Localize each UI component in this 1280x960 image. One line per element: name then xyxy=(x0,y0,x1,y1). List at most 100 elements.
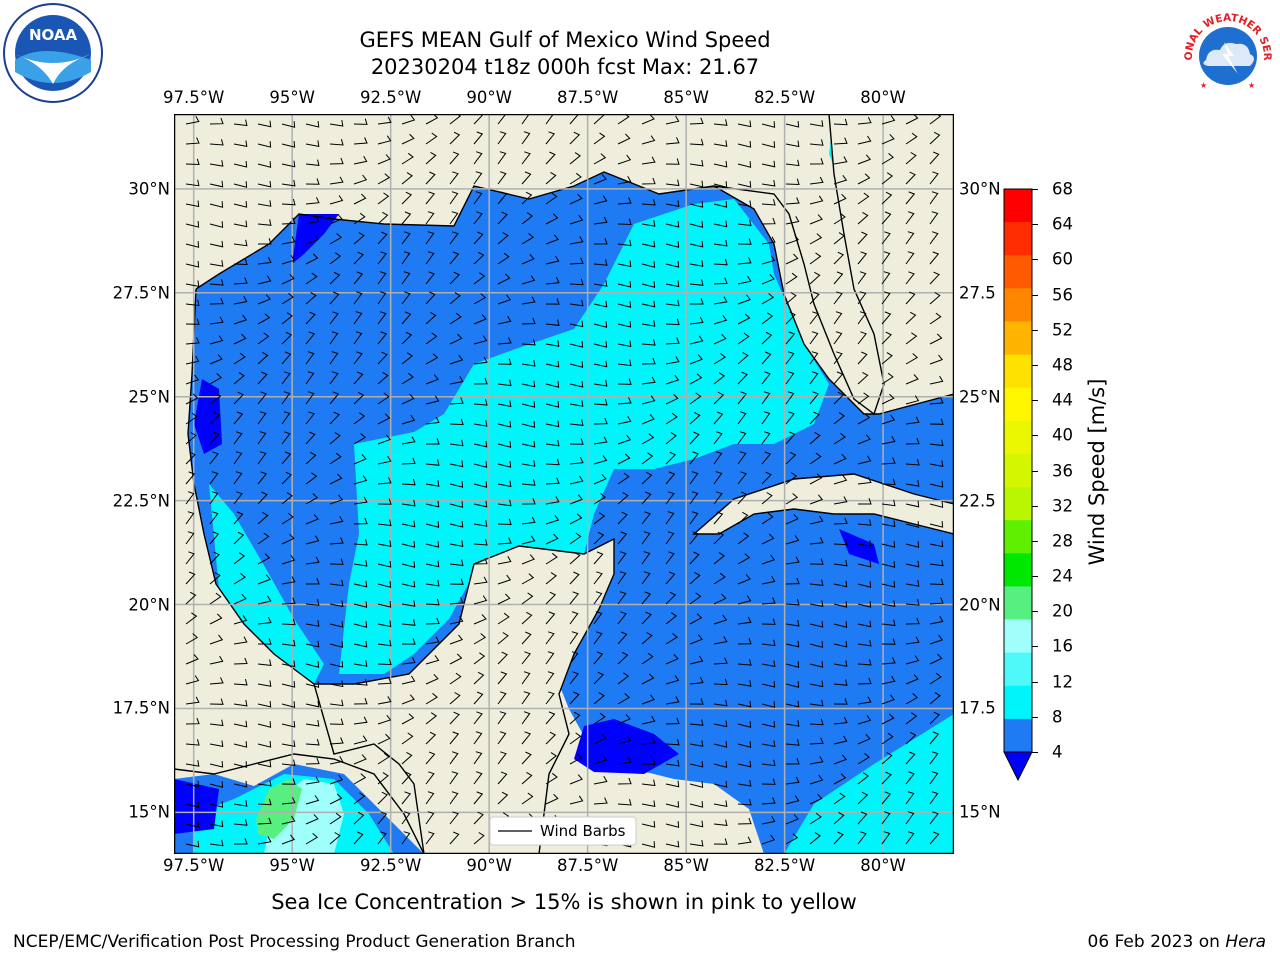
colorbar xyxy=(1003,188,1033,782)
wind-barb xyxy=(425,579,440,587)
wind-barb xyxy=(665,759,680,767)
wind-barb xyxy=(617,799,632,806)
wind-barb xyxy=(785,216,800,225)
wind-barb xyxy=(881,133,895,145)
wind-barb xyxy=(569,419,584,426)
wind-barb xyxy=(545,752,557,765)
wind-barb xyxy=(305,351,315,365)
colorbar-cell xyxy=(1004,420,1032,455)
wind-barb xyxy=(473,771,483,785)
wind-barb xyxy=(401,191,413,205)
wind-barb xyxy=(497,151,507,165)
wind-barb xyxy=(737,238,752,245)
wind-barb xyxy=(425,251,435,265)
wind-barb xyxy=(257,256,272,265)
wind-barb xyxy=(473,131,484,145)
wind-barb xyxy=(377,413,391,425)
colorbar-cell xyxy=(1004,288,1032,322)
wind-barb xyxy=(833,311,843,325)
wind-barbs xyxy=(185,114,944,848)
wind-barb xyxy=(929,771,939,785)
wind-barb xyxy=(593,776,608,785)
lon-tick-top: 87.5°W xyxy=(556,88,619,107)
wind-barb xyxy=(809,641,824,648)
wind-barb xyxy=(497,691,507,705)
colorbar-tick: 48 xyxy=(1052,355,1073,375)
wind-barb xyxy=(689,839,704,847)
colorbar-tick: 68 xyxy=(1052,179,1073,199)
wind-barb xyxy=(473,576,488,585)
colorbar-tick-mark xyxy=(1032,646,1038,648)
wind-barb xyxy=(473,711,483,725)
wind-barb xyxy=(689,740,704,747)
wind-barb xyxy=(425,771,435,785)
wind-barb xyxy=(929,711,940,725)
wind-barb xyxy=(857,620,872,628)
wind-barb xyxy=(233,800,248,807)
wind-barb xyxy=(617,340,632,348)
wind-barb xyxy=(857,476,872,485)
wind-barb xyxy=(329,755,344,765)
wind-barb xyxy=(785,292,797,305)
wind-barb xyxy=(281,255,296,265)
wind-barb xyxy=(785,598,800,606)
colorbar-tick: 32 xyxy=(1052,496,1073,516)
wind-barb xyxy=(833,331,843,345)
wind-barb xyxy=(665,653,679,665)
wind-barb xyxy=(857,135,872,145)
wind-barb xyxy=(401,656,416,665)
wind-barb xyxy=(209,117,224,125)
wind-barb xyxy=(425,132,438,145)
wind-barb xyxy=(281,797,296,805)
wind-barb xyxy=(809,494,824,505)
wind-barb xyxy=(785,371,795,385)
wind-barb xyxy=(353,698,368,705)
wind-barb xyxy=(833,679,848,686)
wind-barb xyxy=(665,633,678,645)
wind-barb xyxy=(401,436,416,445)
wind-barb xyxy=(761,371,771,385)
wind-barb xyxy=(257,798,272,806)
wind-barb xyxy=(233,741,248,748)
wind-barb xyxy=(449,131,461,145)
wind-barb xyxy=(809,832,821,845)
wind-barb xyxy=(233,201,248,208)
wind-barb xyxy=(665,280,680,288)
wind-barb xyxy=(713,451,723,465)
wind-barb xyxy=(905,599,920,606)
wind-barb xyxy=(569,215,584,225)
wind-barb xyxy=(377,620,392,628)
colorbar-cell xyxy=(1004,586,1032,621)
wind-barb xyxy=(713,411,724,425)
wind-barb xyxy=(665,179,680,187)
wind-barb xyxy=(737,595,752,605)
wind-barb xyxy=(521,114,530,125)
wind-barb xyxy=(497,771,508,785)
wind-barb xyxy=(737,120,752,128)
wind-barb xyxy=(713,160,728,168)
wind-barb xyxy=(665,591,677,605)
wind-barb xyxy=(305,371,315,385)
wind-barb xyxy=(929,597,944,605)
wind-barb xyxy=(857,271,867,285)
wind-barb xyxy=(401,172,413,185)
wind-barb xyxy=(473,335,488,345)
wind-barb xyxy=(281,411,291,425)
wind-barb xyxy=(185,374,200,385)
wind-barb xyxy=(353,601,368,608)
wind-barb xyxy=(809,537,824,545)
wind-barb xyxy=(329,774,344,785)
wind-barb xyxy=(209,297,224,305)
wind-barb xyxy=(521,191,533,205)
svg-text:★: ★ xyxy=(1248,81,1255,90)
wind-barb xyxy=(809,331,819,345)
wind-barb xyxy=(809,252,822,265)
wind-barb xyxy=(473,671,485,685)
wind-barb xyxy=(209,180,224,188)
wind-barb xyxy=(929,578,944,586)
wind-barb xyxy=(761,141,776,148)
wind-barb xyxy=(737,313,751,325)
wind-barb xyxy=(521,275,536,285)
wind-barb xyxy=(881,657,896,665)
wind-barb xyxy=(713,353,726,365)
